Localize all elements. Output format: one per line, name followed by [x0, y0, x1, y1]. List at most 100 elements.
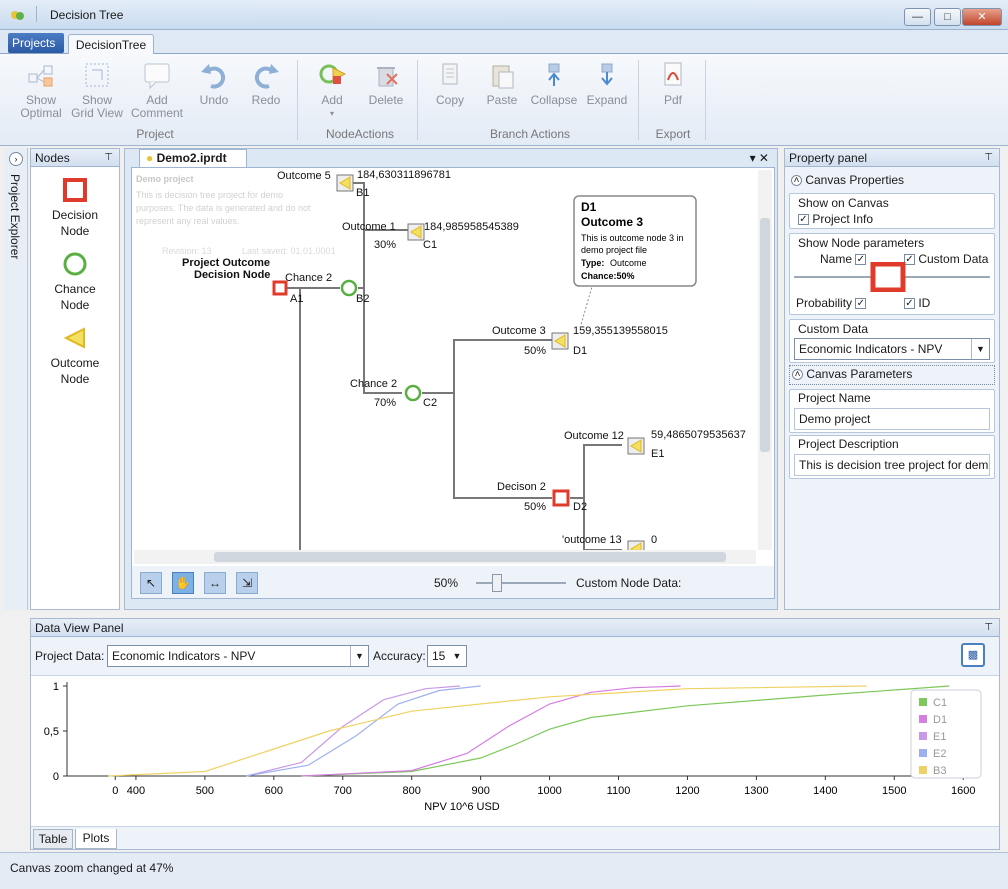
pin-icon[interactable]: ⊤	[984, 152, 993, 163]
d2-id: D2	[573, 501, 587, 513]
paste-button[interactable]: Paste	[482, 60, 522, 107]
horizontal-scroll-thumb[interactable]	[214, 552, 726, 562]
legend-swatch-b3	[919, 766, 927, 774]
accuracy-select[interactable]: 15 ▼	[427, 645, 467, 667]
add-comment-button[interactable]: Add Comment	[130, 60, 184, 120]
x-tick-label: 400	[127, 785, 145, 797]
name-checkbox[interactable]: Name ✓	[820, 252, 867, 266]
pin-icon[interactable]: ⊤	[984, 622, 993, 633]
pdf-export-button[interactable]: Pdf	[650, 60, 696, 107]
ribbon-separator	[705, 60, 706, 140]
collapse-icon: ˄	[791, 175, 802, 187]
project-description-label: Project Description	[798, 437, 899, 451]
chevron-down-icon: ▼	[452, 651, 462, 661]
chance-node-icon	[62, 251, 88, 277]
tab-table[interactable]: Table	[33, 829, 73, 849]
id-checkbox[interactable]: ✓ ID	[904, 296, 930, 310]
redo-button[interactable]: Redo	[246, 60, 286, 107]
expand-explorer-icon[interactable]: ›	[9, 152, 23, 166]
maximize-button[interactable]: □	[934, 8, 961, 26]
probability-checkbox[interactable]: Probability ✓	[796, 296, 867, 310]
tree-canvas[interactable]: Demo project This is decision tree proje…	[131, 167, 775, 599]
checkmark-icon: ✓	[798, 214, 809, 226]
project-info-checkbox[interactable]: ✓ Project Info	[798, 212, 873, 226]
b1-value: 184,630311896781	[357, 169, 451, 181]
canvas-parameters-expander[interactable]: ˄ Canvas Parameters	[789, 365, 995, 385]
legend-label-d1: D1	[933, 714, 947, 726]
tab-decision-tree[interactable]: DecisionTree	[68, 34, 154, 55]
select-tool-icon[interactable]: ↖	[140, 572, 162, 594]
pan-tool-icon[interactable]: ✋	[172, 572, 194, 594]
add-node-button[interactable]: Add ▾	[312, 60, 352, 120]
fit-screen-icon[interactable]: ⇲	[236, 572, 258, 594]
add-comment-label-2: Comment	[130, 106, 183, 120]
projects-menu-button[interactable]: Projects ▾	[8, 33, 64, 70]
copy-button[interactable]: Copy	[430, 60, 470, 107]
pin-icon[interactable]: ⊤	[104, 152, 113, 163]
x-tick-label: 500	[196, 785, 214, 797]
ribbon: Show Optimal Show Grid View Add Comment …	[0, 54, 1008, 146]
outcome-node-e1	[627, 437, 645, 455]
outcome-node-b1	[336, 174, 354, 192]
project-data-label: Project Data:	[35, 649, 105, 663]
horizontal-scrollbar[interactable]	[134, 550, 756, 564]
show-optimal-button[interactable]: Show Optimal	[18, 60, 64, 120]
status-bar: Canvas zoom changed at 47%	[0, 852, 1008, 889]
project-explorer-strip[interactable]: › Project Explorer	[4, 148, 28, 610]
vertical-scrollbar[interactable]	[758, 170, 772, 550]
zoom-slider-thumb[interactable]	[492, 574, 502, 592]
undo-button[interactable]: Undo	[194, 60, 234, 107]
minimize-button[interactable]: —	[904, 8, 931, 26]
tab-plots[interactable]: Plots	[75, 829, 117, 849]
lock-icon[interactable]: ▩	[961, 643, 985, 667]
tooltip-id: D1	[581, 200, 597, 214]
tooltip-name: Outcome 3	[581, 215, 643, 229]
custom-data-group: Custom Data Economic Indicators - NPV ▼	[789, 319, 995, 363]
outcome-node-item[interactable]: Outcome Node	[31, 325, 119, 387]
close-window-button[interactable]: ✕	[962, 8, 1002, 26]
custom-data-select[interactable]: Economic Indicators - NPV ▼	[794, 338, 990, 360]
canvas-properties-expander[interactable]: ˄ Canvas Properties	[791, 173, 904, 187]
series-line-c1	[301, 685, 950, 777]
project-description-group: Project Description This is decision tre…	[789, 435, 995, 479]
fit-width-icon[interactable]: ↔	[204, 572, 226, 594]
canvas-properties-label: Canvas Properties	[805, 173, 905, 187]
info-card-text-2: purposes. The data is generated and do n…	[136, 203, 311, 213]
y-tick-label: 0	[53, 771, 59, 783]
show-grid-view-button[interactable]: Show Grid View	[68, 60, 126, 120]
custom-data-checkbox[interactable]: ✓ Custom Data	[904, 252, 988, 266]
expand-button[interactable]: Expand	[584, 60, 630, 107]
projects-menu-label: Projects	[12, 36, 56, 50]
checkmark-icon: ✓	[855, 254, 867, 266]
show-grid-label-2: Grid View	[71, 106, 123, 120]
e1-id: E1	[651, 448, 664, 460]
zoom-slider[interactable]	[476, 582, 566, 584]
project-description-input[interactable]: This is decision tree project for dem	[794, 454, 990, 476]
outcome-node-c1	[407, 223, 425, 241]
series-line-e2	[246, 685, 481, 777]
project-name-input[interactable]: Demo project	[794, 408, 990, 430]
collapse-button[interactable]: Collapse	[528, 60, 580, 107]
vertical-scroll-thumb[interactable]	[760, 218, 770, 452]
project-data-select[interactable]: Economic Indicators - NPV ▼	[107, 645, 369, 667]
c1-value: 184,985958545389	[424, 221, 519, 233]
x-tick-label: 900	[471, 785, 489, 797]
project-name-label: Project Name	[798, 391, 871, 405]
document-tab[interactable]: ● Demo2.iprdt	[139, 149, 247, 167]
copy-label: Copy	[435, 93, 464, 107]
b2-id: B2	[356, 293, 369, 305]
x-tick-label: 1300	[744, 785, 768, 797]
accuracy-label: Accuracy:	[373, 649, 426, 663]
decision-node-item[interactable]: Decision Node	[31, 177, 119, 239]
custom-data-value: Economic Indicators - NPV	[799, 342, 943, 356]
collapse-icon	[539, 60, 569, 90]
delete-button[interactable]: Delete	[364, 60, 408, 107]
status-text: Canvas zoom changed at 47%	[10, 861, 174, 875]
document-close-icon[interactable]: ▾ ✕	[749, 151, 769, 165]
custom-data-label: Custom Data	[798, 322, 869, 336]
legend-label-b3: B3	[933, 765, 946, 777]
ribbon-separator	[297, 60, 298, 140]
show-optimal-label-1: Show	[25, 93, 57, 107]
chance-node-item[interactable]: Chance Node	[31, 251, 119, 313]
d1-name: Outcome 3	[492, 325, 546, 337]
